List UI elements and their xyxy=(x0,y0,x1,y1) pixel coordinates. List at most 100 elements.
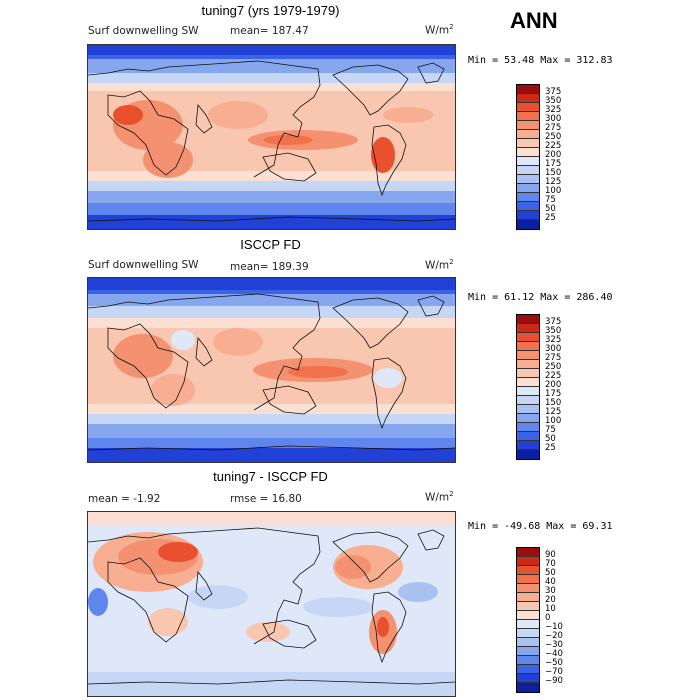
colorbar-tick-label: −10 xyxy=(545,622,563,632)
colorbar-tick-label: −50 xyxy=(545,658,563,668)
colorbar-swatch xyxy=(517,315,539,324)
map-diff xyxy=(87,511,456,697)
colorbar-swatch xyxy=(517,94,539,103)
colorbar-tick-label: 25 xyxy=(545,443,556,453)
coastlines xyxy=(88,60,455,222)
colorbar-tick-label: 125 xyxy=(545,407,562,417)
colorbar-swatch xyxy=(517,638,539,647)
colorbar-tick-label: 70 xyxy=(545,559,556,569)
colorbar-swatch xyxy=(517,166,539,175)
colorbar-swatch xyxy=(517,220,539,229)
colorbar-tick-label: −30 xyxy=(545,640,563,650)
colorbar-swatch xyxy=(517,414,539,423)
map-model xyxy=(87,44,456,230)
colorbar-tick-label: 375 xyxy=(545,317,562,327)
colorbar-swatch xyxy=(517,211,539,220)
colorbar-swatch xyxy=(517,324,539,333)
colorbar-swatch xyxy=(517,432,539,441)
colorbar-swatch xyxy=(517,557,539,566)
colorbar-swatch xyxy=(517,85,539,94)
minmax-label-model: Min = 53.48 Max = 312.83 xyxy=(468,55,613,66)
colorbar-swatch xyxy=(517,602,539,611)
colorbar-tick-label: 225 xyxy=(545,371,562,381)
colorbar-tick-label: 10 xyxy=(545,604,556,614)
colorbar-diff xyxy=(516,547,540,693)
panel-title-diff: tuning7 - ISCCP FD xyxy=(213,469,328,484)
colorbar-tick-label: 325 xyxy=(545,335,562,345)
colorbar-tick-label: 90 xyxy=(545,550,556,560)
colorbar-swatch xyxy=(517,620,539,629)
colorbar-obs xyxy=(516,314,540,460)
colorbar-tick-label: 100 xyxy=(545,416,562,426)
colorbar-tick-label: 275 xyxy=(545,353,562,363)
colorbar-labels-obs: 375 350 325 300 275 250 225 200 175 150 … xyxy=(545,314,585,458)
colorbar-tick-label: 0 xyxy=(545,613,551,623)
colorbar-swatch xyxy=(517,157,539,166)
colorbar-swatch xyxy=(517,184,539,193)
colorbar-swatch xyxy=(517,148,539,157)
map-obs-field xyxy=(88,278,455,462)
colorbar-tick-label: 100 xyxy=(545,186,562,196)
colorbar-swatch xyxy=(517,405,539,414)
colorbar-tick-label: 25 xyxy=(545,213,556,223)
colorbar-tick-label: −20 xyxy=(545,631,563,641)
rmse-label-diff: rmse = 16.80 xyxy=(230,493,302,505)
colorbar-swatch xyxy=(517,629,539,638)
colorbar-tick-label: 375 xyxy=(545,87,562,97)
colorbar-tick-label: 200 xyxy=(545,380,562,390)
colorbar-tick-label: 50 xyxy=(545,204,556,214)
panel-title-model: tuning7 (yrs 1979-1979) xyxy=(201,3,340,18)
colorbar-swatch xyxy=(517,333,539,342)
colorbar-tick-label: −40 xyxy=(545,649,563,659)
colorbar-swatch xyxy=(517,593,539,602)
colorbar-swatch xyxy=(517,656,539,665)
colorbar-tick-label: 250 xyxy=(545,132,562,142)
colorbar-tick-label: 125 xyxy=(545,177,562,187)
colorbar-swatch xyxy=(517,351,539,360)
minmax-label-diff: Min = -49.68 Max = 69.31 xyxy=(468,521,613,532)
colorbar-tick-label: 150 xyxy=(545,168,562,178)
colorbar-tick-label: 175 xyxy=(545,159,562,169)
colorbar-labels-model: 375 350 325 300 275 250 225 200 175 150 … xyxy=(545,84,585,228)
colorbar-tick-label: 225 xyxy=(545,141,562,151)
colorbar-swatch xyxy=(517,193,539,202)
colorbar-swatch xyxy=(517,139,539,148)
colorbar-swatch xyxy=(517,441,539,450)
colorbar-tick-label: 75 xyxy=(545,425,556,435)
colorbar-swatch xyxy=(517,683,539,692)
coastlines xyxy=(88,527,455,685)
colorbar-swatch xyxy=(517,450,539,459)
colorbar-swatch xyxy=(517,378,539,387)
map-model-field xyxy=(88,45,455,229)
colorbar-tick-label: 275 xyxy=(545,123,562,133)
colorbar-tick-label: 50 xyxy=(545,434,556,444)
colorbar-tick-label: 350 xyxy=(545,96,562,106)
colorbar-swatch xyxy=(517,103,539,112)
colorbar-tick-label: 75 xyxy=(545,195,556,205)
colorbar-swatch xyxy=(517,647,539,656)
units-label-diff: W/m2 xyxy=(425,490,454,504)
variable-label-obs: Surf downwelling SW xyxy=(88,259,199,271)
colorbar-tick-label: 300 xyxy=(545,114,562,124)
map-diff-field xyxy=(88,512,455,696)
colorbar-tick-label: 50 xyxy=(545,568,556,578)
colorbar-swatch xyxy=(517,611,539,620)
colorbar-swatch xyxy=(517,396,539,405)
colorbar-tick-label: 250 xyxy=(545,362,562,372)
colorbar-swatch xyxy=(517,130,539,139)
colorbar-swatch xyxy=(517,360,539,369)
colorbar-swatch xyxy=(517,342,539,351)
colorbar-tick-label: 20 xyxy=(545,595,556,605)
colorbar-swatch xyxy=(517,548,539,557)
mean-label-diff: mean = -1.92 xyxy=(88,493,161,505)
colorbar-tick-label: 30 xyxy=(545,586,556,596)
colorbar-model xyxy=(516,84,540,230)
colorbar-swatch xyxy=(517,202,539,211)
units-label-obs: W/m2 xyxy=(425,258,454,272)
colorbar-tick-label: 40 xyxy=(545,577,556,587)
colorbar-tick-label: 300 xyxy=(545,344,562,354)
mean-label-obs: mean= 189.39 xyxy=(230,261,309,273)
minmax-label-obs: Min = 61.12 Max = 286.40 xyxy=(468,292,613,303)
colorbar-tick-label: 150 xyxy=(545,398,562,408)
